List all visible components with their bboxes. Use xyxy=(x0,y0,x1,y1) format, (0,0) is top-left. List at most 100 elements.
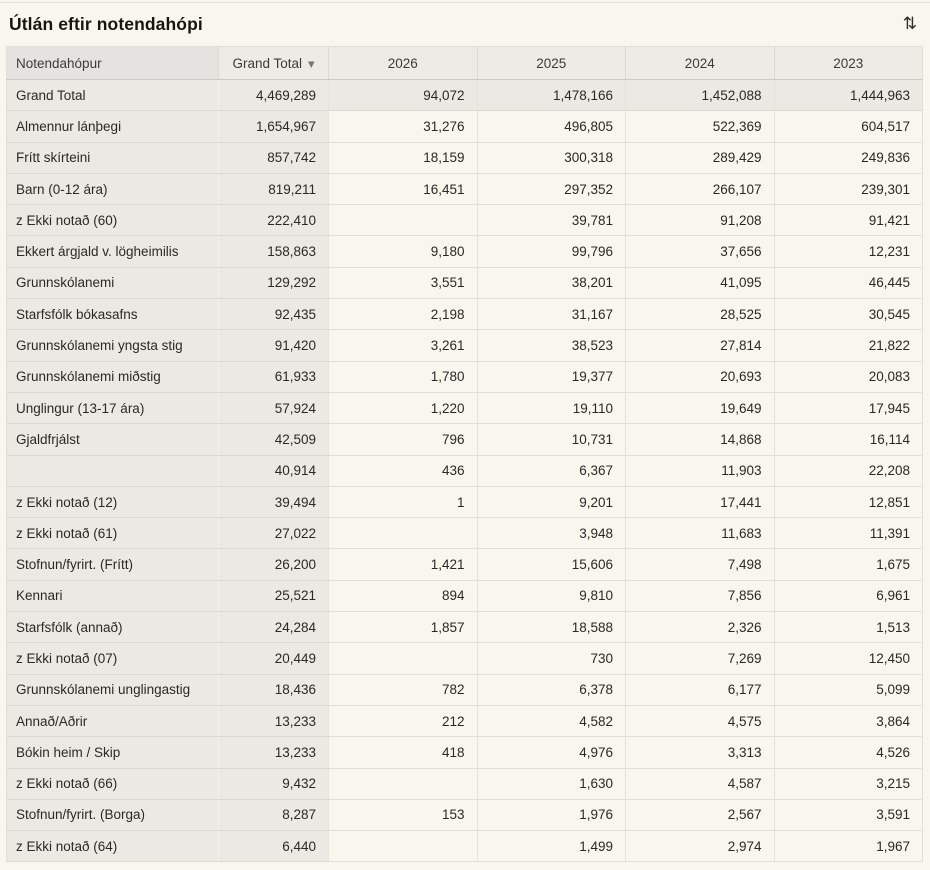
grand-total-cell: 857,742 xyxy=(218,142,329,174)
table-body: Grand Total 4,469,289 94,072 1,478,166 1,452… xyxy=(6,79,923,863)
value-cell-2025: 19,377 xyxy=(476,361,626,393)
page-title: Útlán eftir notendahópi xyxy=(9,14,203,34)
value-cell-2026: 16,451 xyxy=(328,173,477,206)
value-cell-2024: 2,567 xyxy=(625,799,774,832)
value-cell-2026: 31,276 xyxy=(328,110,477,143)
value-cell-2023: 16,114 xyxy=(773,423,923,456)
value-cell-2026: 2,198 xyxy=(328,298,477,331)
column-header-notendahopur[interactable]: Notendahópur xyxy=(6,46,219,80)
grand-total-cell: 91,420 xyxy=(218,329,329,362)
table-row: z Ekki notað (07) 20,449 730 7,269 12,450 xyxy=(6,642,923,675)
column-header-grand-total-label: Grand Total xyxy=(232,55,302,71)
row-label-cell: Grunnskólanemi unglingastig xyxy=(6,674,219,706)
grand-total-cell: 222,410 xyxy=(218,204,329,237)
value-cell-2025: 1,478,166 xyxy=(476,79,626,112)
grand-total-cell: 40,914 xyxy=(218,455,329,487)
value-cell-2024: 7,269 xyxy=(625,642,774,675)
sort-caret-icon: ▼ xyxy=(308,59,315,70)
value-cell-2025: 99,796 xyxy=(476,235,626,268)
row-label-cell: Ekkert árgjald v. lögheimilis xyxy=(6,235,219,268)
value-cell-2023: 3,864 xyxy=(773,705,923,738)
table-row: z Ekki notað (61) 27,022 3,948 11,683 11,391 xyxy=(6,517,923,550)
value-cell-2024: 4,587 xyxy=(625,768,774,800)
grand-total-cell: 57,924 xyxy=(218,392,329,425)
column-header-2026[interactable]: 2026 xyxy=(328,46,477,80)
table-row: Grunnskólanemi miðstig 61,933 1,780 19,377 2… xyxy=(6,361,923,393)
table-row: Grunnskólanemi yngsta stig 91,420 3,261 38,… xyxy=(6,329,923,362)
value-cell-2026: 894 xyxy=(328,580,477,613)
grand-total-cell: 8,287 xyxy=(218,799,329,832)
table-row: Starfsfólk bókasafns 92,435 2,198 31,167 28,… xyxy=(6,298,923,331)
grand-total-cell: 129,292 xyxy=(218,267,329,300)
value-cell-2024: 91,208 xyxy=(625,204,774,237)
row-label-cell: z Ekki notað (66) xyxy=(6,768,219,800)
value-cell-2023: 1,675 xyxy=(773,548,923,581)
value-cell-2026: 94,072 xyxy=(328,79,477,112)
value-cell-2024: 19,649 xyxy=(625,392,774,425)
table-row: Bókin heim / Skip 13,233 418 4,976 3,313 4,52… xyxy=(6,736,923,769)
value-cell-2024: 289,429 xyxy=(625,142,774,174)
column-header-grand-total[interactable]: Grand Total ▼ xyxy=(218,46,329,80)
value-cell-2025: 300,318 xyxy=(476,142,626,174)
value-cell-2025: 3,948 xyxy=(476,517,626,550)
value-cell-2025: 38,523 xyxy=(476,329,626,362)
value-cell-2026: 3,261 xyxy=(328,329,477,362)
value-cell-2025: 19,110 xyxy=(476,392,626,425)
value-cell-2024: 37,656 xyxy=(625,235,774,268)
value-cell-2026 xyxy=(328,642,477,675)
value-cell-2025: 38,201 xyxy=(476,267,626,300)
value-cell-2026: 1,857 xyxy=(328,611,477,644)
value-cell-2024: 41,095 xyxy=(625,267,774,300)
row-label-cell: Stofnun/fyrirt. (Borga) xyxy=(6,799,219,832)
table-row: Ekkert árgjald v. lögheimilis 158,863 9,18… xyxy=(6,235,923,268)
grand-total-cell: 4,469,289 xyxy=(218,79,329,112)
row-label-cell: Grunnskólanemi xyxy=(6,267,219,300)
row-label-cell: z Ekki notað (60) xyxy=(6,204,219,237)
value-cell-2023: 12,450 xyxy=(773,642,923,675)
value-cell-2023: 6,961 xyxy=(773,580,923,613)
grand-total-cell: 20,449 xyxy=(218,642,329,675)
value-cell-2023: 3,591 xyxy=(773,799,923,832)
table-row: Barn (0-12 ára) 819,211 16,451 297,352 266,1… xyxy=(6,173,923,206)
row-label-cell: z Ekki notað (64) xyxy=(6,830,219,863)
sort-toggle-icon[interactable]: ⇅ xyxy=(902,14,917,34)
table-row: Kennari 25,521 894 9,810 7,856 6,961 xyxy=(6,580,923,613)
value-cell-2025: 4,976 xyxy=(476,736,626,769)
value-cell-2026: 18,159 xyxy=(328,142,477,174)
value-cell-2026: 153 xyxy=(328,799,477,832)
value-cell-2026: 212 xyxy=(328,705,477,738)
value-cell-2024: 2,326 xyxy=(625,611,774,644)
value-cell-2024: 1,452,088 xyxy=(625,79,774,112)
value-cell-2024: 28,525 xyxy=(625,298,774,331)
value-cell-2026: 1,421 xyxy=(328,548,477,581)
column-header-2025[interactable]: 2025 xyxy=(476,46,626,80)
value-cell-2025: 39,781 xyxy=(476,204,626,237)
value-cell-2023: 249,836 xyxy=(773,142,923,174)
value-cell-2023: 3,215 xyxy=(773,768,923,800)
value-cell-2025: 31,167 xyxy=(476,298,626,331)
value-cell-2023: 1,967 xyxy=(773,830,923,863)
table-row: 40,914 436 6,367 11,903 22,208 xyxy=(6,455,923,487)
table-row: Grunnskólanemi 129,292 3,551 38,201 41,095 46… xyxy=(6,267,923,300)
value-cell-2025: 1,976 xyxy=(476,799,626,832)
grand-total-cell: 9,432 xyxy=(218,768,329,800)
row-label-cell: Starfsfólk (annað) xyxy=(6,611,219,644)
row-label-cell: z Ekki notað (07) xyxy=(6,642,219,675)
value-cell-2025: 6,378 xyxy=(476,674,626,706)
value-cell-2023: 1,513 xyxy=(773,611,923,644)
row-label-cell: z Ekki notað (12) xyxy=(6,486,219,519)
column-header-2024[interactable]: 2024 xyxy=(625,46,774,80)
table-row: Unglingur (13-17 ára) 57,924 1,220 19,110 19… xyxy=(6,392,923,425)
value-cell-2026 xyxy=(328,768,477,800)
value-cell-2024: 2,974 xyxy=(625,830,774,863)
value-cell-2023: 30,545 xyxy=(773,298,923,331)
header-row: Notendahópur Grand Total ▼ 2026 2025 2024… xyxy=(6,46,923,80)
value-cell-2025: 1,630 xyxy=(476,768,626,800)
value-cell-2023: 604,517 xyxy=(773,110,923,143)
table-row: Gjaldfrjálst 42,509 796 10,731 14,868 16,114 xyxy=(6,423,923,456)
value-cell-2025: 15,606 xyxy=(476,548,626,581)
value-cell-2025: 496,805 xyxy=(476,110,626,143)
table-row: Almennur lánþegi 1,654,967 31,276 496,805 52… xyxy=(6,110,923,143)
column-header-2023[interactable]: 2023 xyxy=(773,46,923,80)
